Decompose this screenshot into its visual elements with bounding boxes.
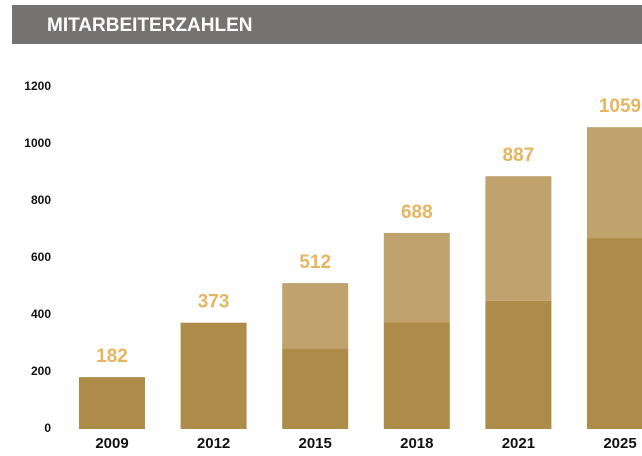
bar-segment — [485, 176, 552, 301]
bar-segment — [587, 238, 642, 429]
bar-segment — [79, 377, 145, 429]
bar-segment — [180, 322, 247, 429]
total-label: 512 — [299, 252, 331, 273]
bar-segment — [485, 300, 552, 429]
y-tick-label: 1200 — [24, 79, 51, 93]
y-tick-label: 800 — [31, 193, 51, 207]
x-tick-label: 2015 — [299, 435, 332, 452]
x-tick-label: 2012 — [197, 435, 230, 452]
total-label: 887 — [503, 145, 535, 166]
bar-segment — [282, 283, 349, 349]
bar-segment — [383, 232, 450, 323]
x-tick-label: 2018 — [400, 435, 433, 452]
total-label: 688 — [401, 202, 433, 223]
x-tick-label: 2021 — [502, 435, 535, 452]
y-tick-label: 200 — [31, 364, 51, 378]
total-label: 373 — [198, 292, 230, 313]
x-tick-label: 2025 — [603, 435, 636, 452]
y-tick-label: 400 — [31, 307, 51, 321]
total-label: 1059 — [599, 96, 641, 117]
total-label: 182 — [96, 346, 128, 367]
y-tick-label: 600 — [31, 250, 51, 264]
bar-segment — [587, 127, 642, 239]
header-bar — [12, 5, 642, 44]
x-tick-label: 2009 — [95, 435, 128, 452]
y-tick-label: 1000 — [24, 136, 51, 150]
bar-segment — [383, 322, 450, 429]
bar-segment — [282, 348, 349, 429]
y-tick-label: 0 — [44, 421, 51, 435]
chart-title: MITARBEITERZAHLEN — [47, 15, 252, 36]
